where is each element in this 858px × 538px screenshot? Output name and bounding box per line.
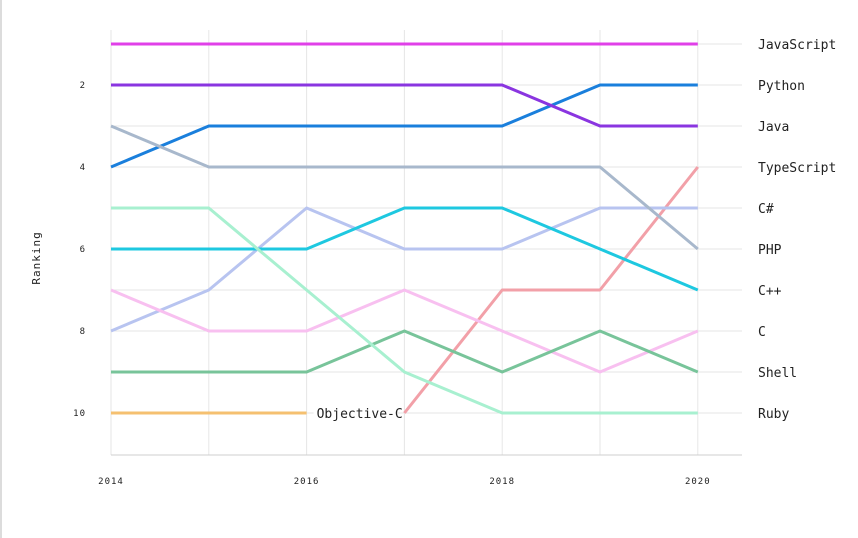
x-tick-label: 2018: [489, 477, 515, 487]
x-tick-label: 2020: [685, 477, 711, 487]
series-line-shell: [111, 329, 699, 374]
y-tick-label: 8: [80, 327, 86, 337]
end-label-c-: C#: [758, 202, 774, 217]
series-lines: [110, 42, 699, 415]
end-label-python: Python: [758, 79, 805, 94]
series-line-python: [110, 83, 698, 169]
end-label-c: C: [758, 325, 766, 340]
end-label-typescript: TypeScript: [758, 161, 836, 176]
y-tick-label: 6: [80, 245, 86, 255]
grid: [110, 30, 742, 455]
inline-label-objective-c: Objective-C: [317, 407, 403, 422]
end-label-ruby: Ruby: [758, 407, 789, 422]
series-line-java: [111, 83, 698, 128]
series-line-c-: [110, 206, 698, 333]
inline-label-bg: [313, 405, 398, 422]
axes: 2 4 6 8 10 2014 2016 2018 2020: [73, 81, 742, 487]
y-tick-label: 10: [73, 409, 86, 419]
y-tick-label: 4: [80, 163, 86, 173]
end-label-shell: Shell: [758, 366, 797, 381]
series-line-php: [110, 124, 699, 251]
series-line-c-: [111, 206, 699, 292]
end-label-java: Java: [758, 120, 789, 135]
series-line-c: [110, 288, 699, 374]
end-labels: JavaScript Python Java TypeScript C# PHP C++ C S…: [313, 38, 836, 422]
y-tick-label: 2: [80, 81, 86, 91]
x-tick-label: 2016: [294, 477, 320, 487]
series-line-ruby: [111, 206, 698, 415]
x-tick-label: 2014: [98, 477, 124, 487]
end-label-javascript: JavaScript: [758, 38, 836, 53]
y-axis-label: Ranking: [30, 231, 43, 284]
end-label-c-: C++: [758, 284, 782, 299]
end-label-php: PHP: [758, 243, 782, 258]
